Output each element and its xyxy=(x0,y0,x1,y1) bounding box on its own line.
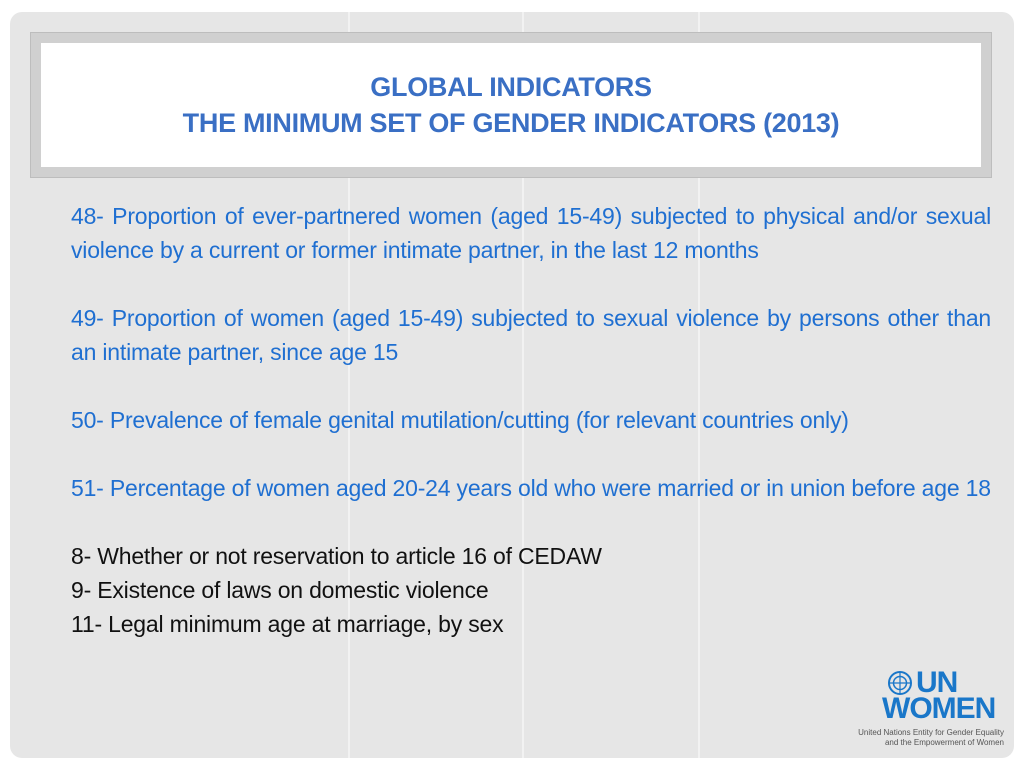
indicator-51: 51- Percentage of women aged 20-24 years… xyxy=(71,475,991,501)
qualitative-indicator-8: 8- Whether or not reservation to article… xyxy=(71,543,602,569)
logo-subtitle: United Nations Entity for Gender Equalit… xyxy=(838,728,1004,748)
slide-title-line-2: THE MINIMUM SET OF GENDER INDICATORS (20… xyxy=(182,108,840,138)
indicator-48: 48- Proportion of ever-partnered women (… xyxy=(71,203,991,263)
background-divider xyxy=(698,12,700,758)
logo-women-text: WOMEN xyxy=(882,692,996,725)
un-women-logo: UN WOMEN United Nations Entity for Gende… xyxy=(838,666,1004,748)
logo-un-text: UN xyxy=(916,666,958,699)
qualitative-indicator-11: 11- Legal minimum age at marriage, by se… xyxy=(71,611,504,637)
slide: GLOBAL INDICATORS THE MINIMUM SET OF GEN… xyxy=(10,12,1014,758)
content-area: 48- Proportion of ever-partnered women (… xyxy=(71,199,991,641)
qualitative-indicator-9: 9- Existence of laws on domestic violenc… xyxy=(71,577,489,603)
background-divider xyxy=(348,12,350,758)
indicator-49: 49- Proportion of women (aged 15-49) sub… xyxy=(71,305,991,365)
slide-title-line-1: GLOBAL INDICATORS xyxy=(370,72,652,102)
logo-subtitle-line-1: United Nations Entity for Gender Equalit… xyxy=(858,728,1004,737)
title-frame: GLOBAL INDICATORS THE MINIMUM SET OF GEN… xyxy=(30,32,992,178)
indicator-50: 50- Prevalence of female genital mutilat… xyxy=(71,407,849,433)
title-box: GLOBAL INDICATORS THE MINIMUM SET OF GEN… xyxy=(41,43,981,167)
un-emblem-icon xyxy=(888,671,912,695)
logo-subtitle-line-2: and the Empowerment of Women xyxy=(884,738,1004,747)
background-divider xyxy=(522,12,524,758)
